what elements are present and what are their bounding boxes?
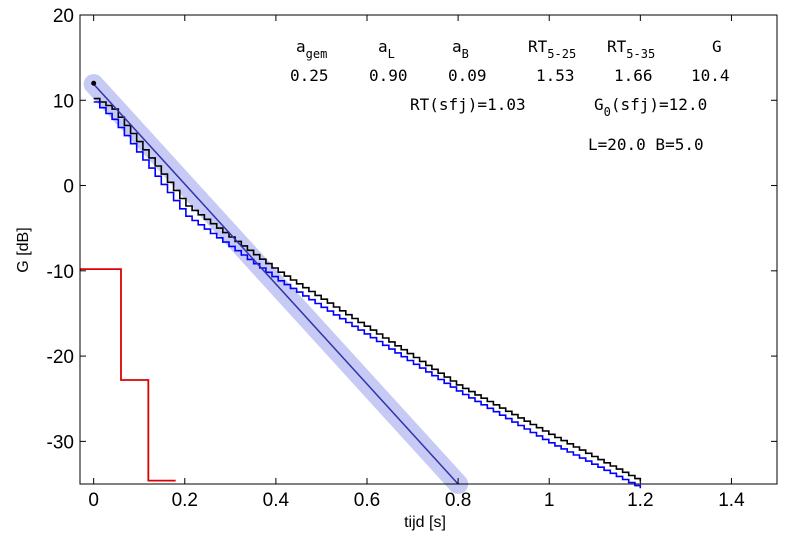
y-tick-label: 10 [53, 91, 74, 112]
decay-series-1 [93, 97, 642, 482]
value-a-b: 0.09 [448, 66, 487, 85]
fit-line [93, 83, 459, 485]
x-tick-label: 0.2 [172, 490, 198, 511]
x-tick-label: 1 [544, 490, 555, 511]
x-tick-label: 0.8 [445, 490, 471, 511]
x-tick-label: 0 [88, 490, 99, 511]
rt-sfj-label: RT(sfj)=1.03 [410, 95, 526, 114]
red-step-series [80, 268, 176, 482]
annotation-block: agem aL aB RT5-25 RT5-35 G 0.25 0.90 0.0… [290, 37, 730, 154]
x-axis-label: tijd [s] [404, 514, 446, 531]
decay-series-2 [93, 101, 642, 489]
value-a-l: 0.90 [369, 66, 408, 85]
value-a-gem: 0.25 [290, 66, 329, 85]
y-axis-label: G [dB] [15, 227, 32, 272]
header-a-b: aB [452, 37, 469, 61]
y-tick-label: -20 [47, 347, 74, 368]
x-tick-label: 0.4 [263, 490, 290, 511]
g0-sfj-label: G0(sfj)=12.0 [594, 95, 707, 119]
y-tick-label: -10 [47, 262, 74, 283]
y-tick-label: -30 [47, 432, 74, 453]
y-tick-label: 20 [53, 6, 74, 27]
x-axis: 0 0.2 0.4 0.6 0.8 1 1.2 1.4 [88, 15, 745, 511]
series-layer [80, 80, 642, 489]
start-point-marker [91, 80, 97, 86]
y-tick-label: 0 [63, 177, 74, 198]
x-tick-label: 1.4 [718, 490, 745, 511]
header-a-l: aL [378, 37, 395, 61]
value-rt-5-25: 1.53 [536, 66, 575, 85]
x-tick-label: 1.2 [627, 490, 653, 511]
value-g: 10.4 [691, 66, 730, 85]
header-a-gem: agem [296, 37, 327, 61]
header-rt-5-25: RT5-25 [528, 37, 576, 61]
plot-frame [79, 14, 778, 485]
value-rt-5-35: 1.66 [614, 66, 653, 85]
header-g: G [712, 37, 722, 56]
dimensions-label: L=20.0 B=5.0 [588, 135, 704, 154]
header-rt-5-35: RT5-35 [607, 37, 655, 61]
x-tick-label: 0.6 [354, 490, 380, 511]
y-axis: 20 10 0 -10 -20 -30 [47, 6, 777, 453]
